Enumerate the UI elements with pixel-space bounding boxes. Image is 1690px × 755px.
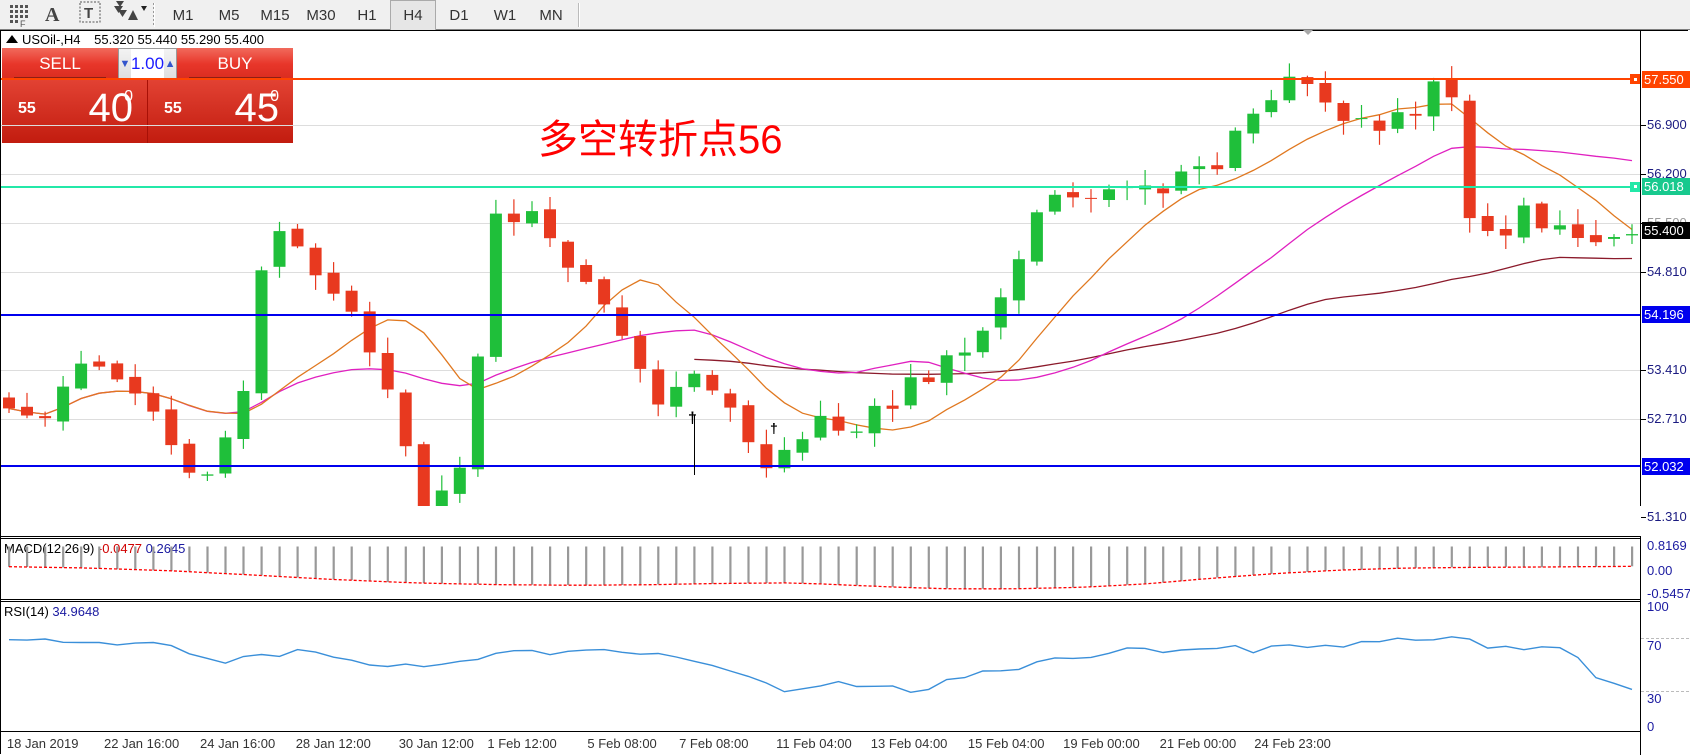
svg-text:T: T — [84, 5, 93, 22]
svg-text:F: F — [20, 19, 26, 29]
